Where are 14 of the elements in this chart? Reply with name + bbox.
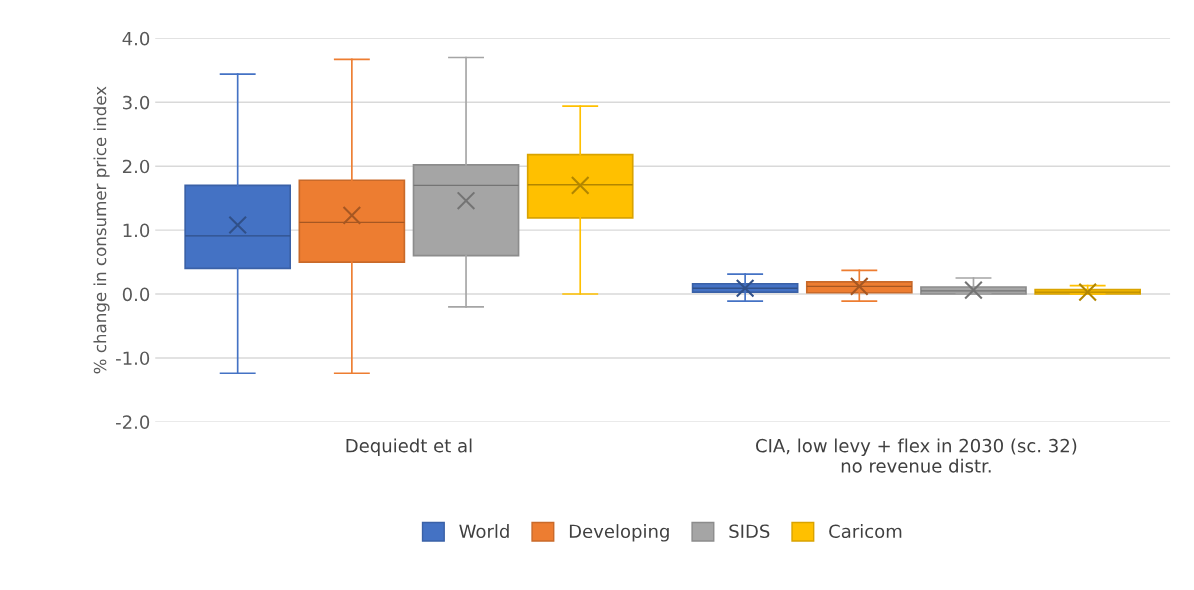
- y-tick-label: 4.0: [122, 31, 150, 46]
- x-tick-label: CIA, low levy + flex in 2030 (sc. 32) no revenue distr.: [756, 438, 1077, 473]
- legend-label: SIDS: [729, 524, 770, 539]
- legend-label: Caricom: [829, 524, 902, 539]
- legend-label: World: [459, 524, 509, 539]
- y-tick-label: 1.0: [123, 223, 150, 238]
- y-tick-label: 2.0: [122, 159, 150, 174]
- y-tick-label: -2.0: [116, 415, 150, 429]
- y-tick-label: -1.0: [116, 351, 150, 366]
- y-tick-label: 3.0: [123, 95, 150, 110]
- legend-label: Developing: [569, 524, 669, 542]
- y-axis-title: % change in consumer price index: [93, 86, 110, 374]
- y-tick-label: 0.0: [122, 287, 150, 302]
- x-tick-label: Dequiedt et al: [346, 438, 472, 456]
